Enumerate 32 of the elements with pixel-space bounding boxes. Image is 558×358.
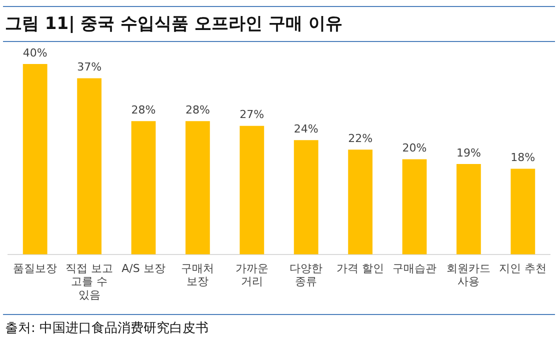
x-tick-label: 직접 보고 고를 수 있음 — [66, 262, 114, 302]
data-label: 20% — [402, 142, 427, 155]
x-tick-label: 품질보장 — [13, 262, 58, 275]
data-label: 27% — [240, 108, 264, 122]
bar — [348, 150, 372, 254]
data-label: 28% — [185, 103, 210, 116]
data-label: 40% — [22, 46, 48, 60]
data-label: 19% — [456, 146, 481, 160]
data-label: 28% — [131, 103, 156, 116]
x-tick-label: 가격 할인 — [336, 262, 384, 275]
data-label: 24% — [294, 122, 318, 136]
x-tick-label: 지인 추천 — [499, 262, 547, 275]
source-note: 출처: 中国进口食品消费研究白皮书 — [3, 314, 555, 341]
x-tick-label: 회원카드 사용 — [446, 262, 491, 288]
x-tick-label: 다양한 종류 — [290, 262, 323, 288]
bar — [294, 140, 318, 254]
bar — [456, 164, 481, 254]
bar — [186, 121, 210, 254]
x-tick-label: 가까운 거리 — [235, 262, 268, 288]
x-tick-label: A/S 보장 — [122, 262, 166, 275]
bar — [131, 121, 156, 254]
chart-title: 그림 11| 중국 수입식품 오프라인 구매 이유 — [3, 6, 555, 42]
data-label: 37% — [77, 60, 102, 74]
bar — [77, 78, 102, 254]
x-tick-label: 구매처 보장 — [181, 262, 214, 288]
data-label: 18% — [510, 151, 536, 164]
bar — [22, 64, 48, 254]
bar — [240, 126, 264, 254]
bar — [402, 159, 427, 254]
bar — [510, 168, 536, 254]
x-tick-label: 구매습관 — [392, 262, 436, 275]
data-label: 22% — [348, 132, 373, 146]
